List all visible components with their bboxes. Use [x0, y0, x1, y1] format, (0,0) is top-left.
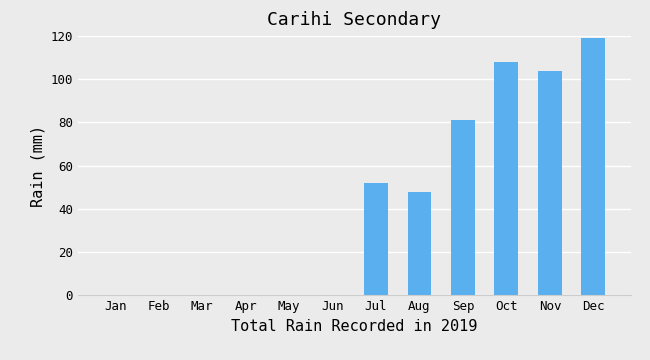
Bar — [451, 120, 475, 295]
X-axis label: Total Rain Recorded in 2019: Total Rain Recorded in 2019 — [231, 319, 478, 334]
Bar — [538, 71, 562, 295]
Title: Carihi Secondary: Carihi Secondary — [267, 11, 441, 29]
Bar — [408, 192, 432, 295]
Bar — [364, 183, 388, 295]
Bar — [495, 62, 519, 295]
Bar — [582, 38, 605, 295]
Y-axis label: Rain (mm): Rain (mm) — [30, 125, 45, 207]
